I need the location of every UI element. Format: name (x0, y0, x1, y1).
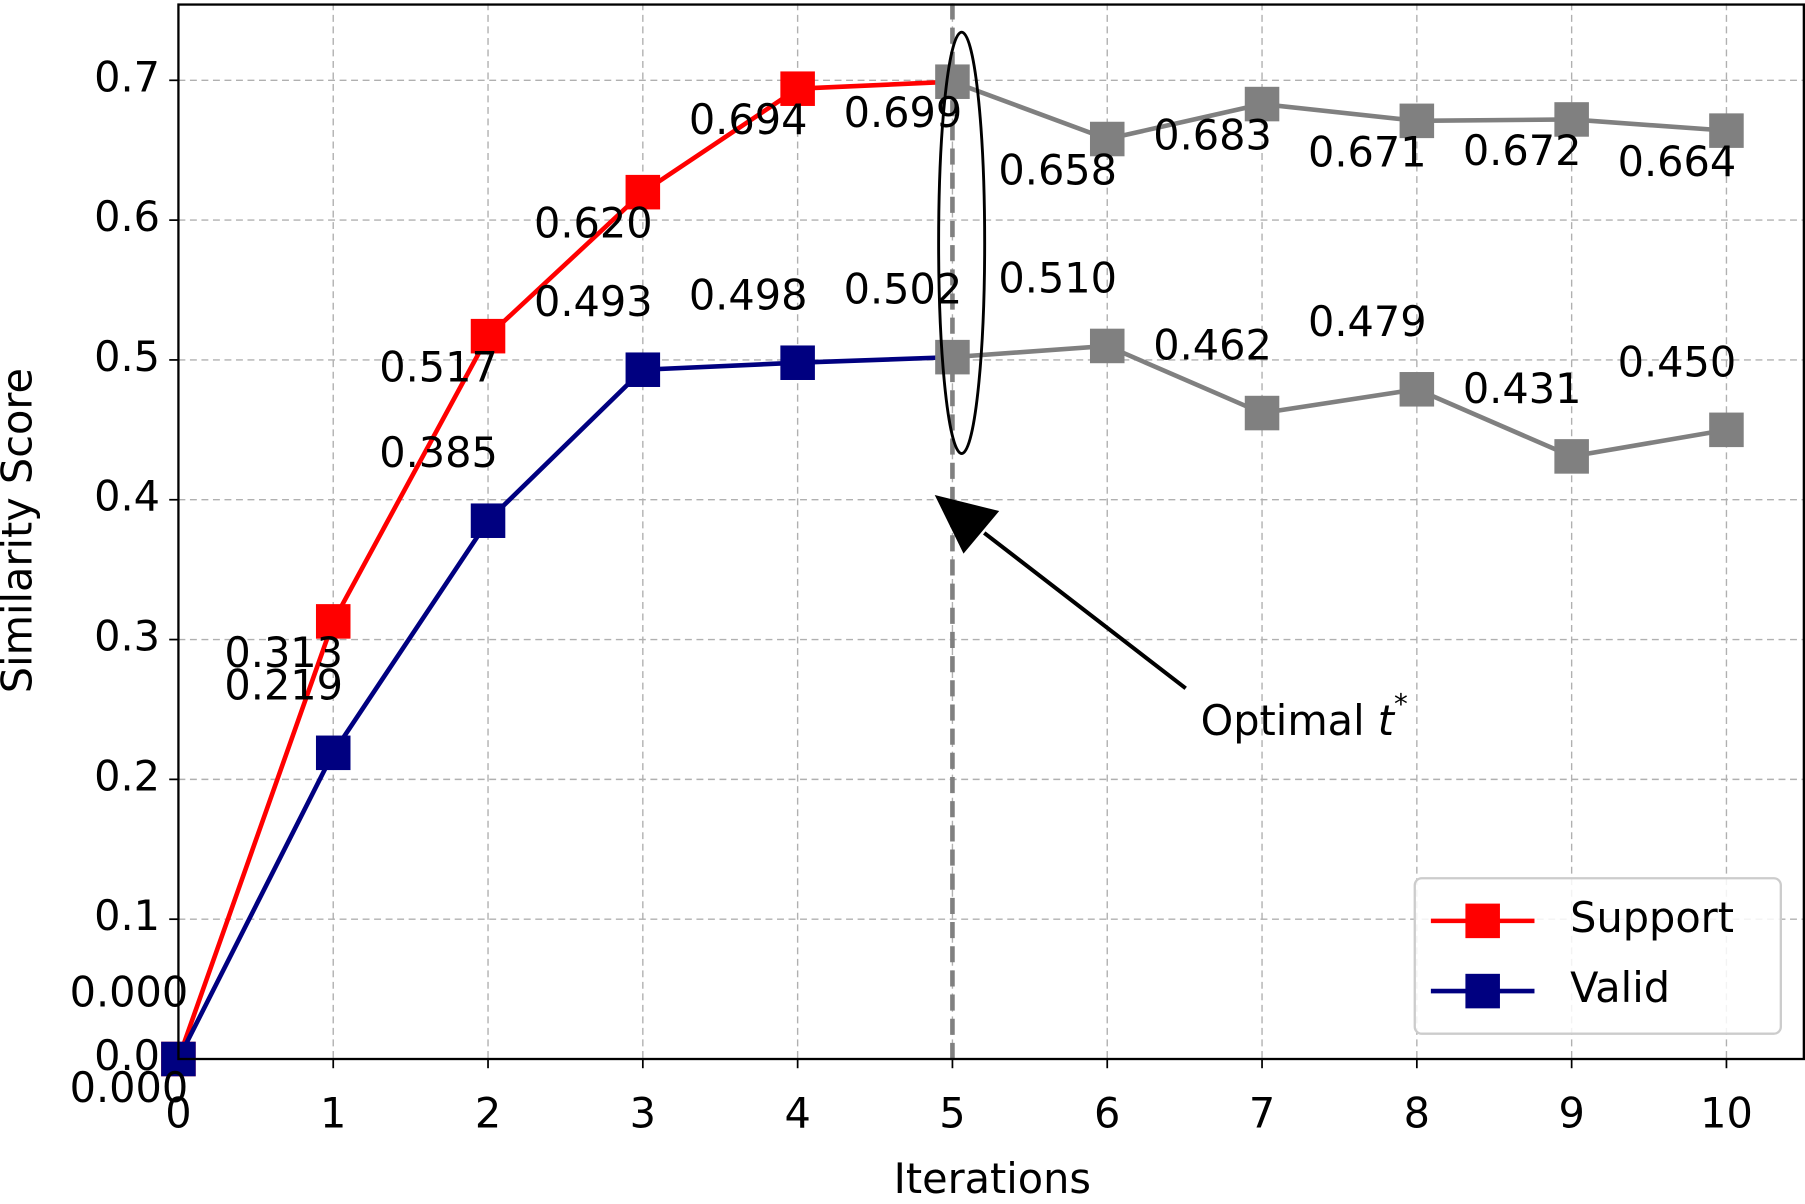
value-label: 0.671 (1308, 128, 1427, 176)
legend-label: Support (1570, 894, 1734, 942)
x-tick-label: 1 (320, 1090, 346, 1138)
value-label: 0.694 (689, 96, 808, 144)
highlight-ellipse (937, 30, 987, 455)
marker (1089, 121, 1125, 157)
annotation-text: Optimal (1201, 697, 1378, 745)
marker (1709, 412, 1744, 448)
marker (625, 352, 661, 387)
series-line-after (951, 79, 1727, 142)
value-label: 0.462 (1153, 322, 1272, 370)
y-tick-label: 0.0 (94, 1032, 160, 1080)
series-line (176, 79, 953, 1060)
marker (1244, 86, 1280, 122)
plot-frame (177, 3, 1805, 1061)
marker (470, 503, 506, 538)
y-tick-label: 0.2 (94, 752, 160, 800)
value-label: 0.313 (224, 629, 343, 677)
y-axis-label: Similarity Score (0, 368, 42, 693)
marker (315, 604, 351, 639)
x-tick-label: 3 (630, 1090, 656, 1138)
value-label: 0.385 (379, 429, 498, 477)
marker (1709, 113, 1744, 148)
marker (1554, 439, 1589, 474)
series-line-after (952, 343, 1727, 459)
y-tick-label: 0.7 (94, 53, 160, 101)
value-label: 0.000 (70, 969, 189, 1017)
value-label: 0.510 (998, 254, 1117, 302)
y-tick-label: 0.5 (94, 333, 160, 381)
value-label: 0.000 (70, 1064, 189, 1112)
y-tick-label: 0.3 (94, 613, 160, 661)
x-tick-label: 9 (1558, 1090, 1584, 1138)
legend-marker (1465, 973, 1500, 1009)
value-label: 0.219 (224, 661, 343, 709)
x-tick-label: 7 (1249, 1090, 1275, 1138)
annotation-sup: * (1394, 688, 1408, 721)
value-label: 0.479 (1308, 298, 1427, 346)
legend-marker (1465, 903, 1500, 939)
marker (1399, 103, 1435, 139)
value-label: 0.664 (1618, 138, 1737, 186)
y-tick-label: 0.1 (94, 892, 160, 940)
marker (625, 174, 661, 210)
x-tick-label: 6 (1094, 1090, 1120, 1138)
value-label: 0.683 (1153, 112, 1272, 160)
legend-box (1413, 877, 1782, 1035)
marker (780, 345, 815, 380)
value-label: 0.517 (379, 344, 498, 392)
value-label: 0.502 (844, 266, 963, 314)
arrow-shaft (983, 531, 1187, 690)
x-tick-label: 0 (165, 1090, 191, 1138)
y-tick-label: 0.6 (94, 193, 160, 241)
annotation: Optimal t* (1201, 688, 1408, 745)
marker (1089, 328, 1125, 364)
x-tick-label: 10 (1700, 1090, 1753, 1138)
x-tick-label: 4 (784, 1090, 810, 1138)
x-tick-label: 8 (1404, 1090, 1430, 1138)
annotation-var: t (1378, 697, 1396, 745)
value-label: 0.672 (1463, 127, 1582, 175)
legend-label: Valid (1570, 964, 1670, 1012)
marker (470, 318, 506, 354)
value-label: 0.450 (1618, 338, 1737, 386)
y-tick-label: 0.4 (94, 473, 160, 521)
x-tick-label: 2 (475, 1090, 501, 1138)
marker (935, 64, 970, 99)
marker (1554, 102, 1589, 137)
value-label: 0.493 (534, 278, 653, 326)
marker (315, 735, 351, 771)
marker (780, 71, 815, 106)
marker (1399, 372, 1435, 407)
value-label: 0.431 (1463, 365, 1582, 413)
value-label: 0.498 (689, 271, 808, 319)
arrow-head (934, 494, 1000, 554)
series-line (176, 354, 953, 1061)
x-tick-label: 5 (939, 1090, 965, 1138)
marker (1244, 395, 1280, 431)
value-label: 0.658 (998, 147, 1117, 195)
value-label: 0.620 (534, 200, 653, 248)
x-axis-label: Iterations (894, 1155, 1091, 1203)
